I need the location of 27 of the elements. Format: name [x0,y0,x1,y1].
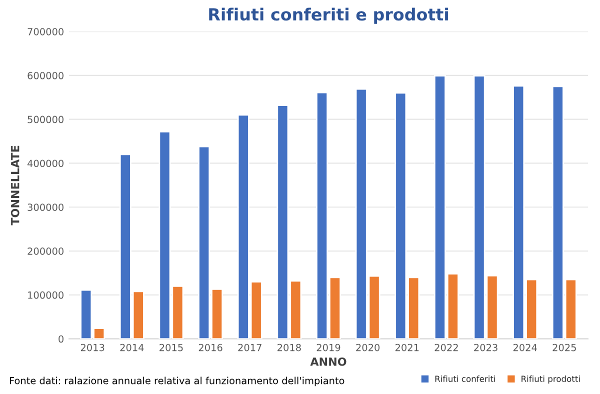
y-axis-title: TONNELLATE [10,146,20,226]
y-tick-label: 0 [58,335,64,343]
x-tick-label: 2022 [434,344,458,352]
x-tick-label: 2014 [120,344,144,352]
x-tick-label: 2024 [513,344,537,352]
y-tick-label: 100000 [28,291,64,299]
y-tick-label: 600000 [28,72,64,80]
y-tick-label: 400000 [28,160,64,168]
x-tick-label: 2020 [356,344,380,352]
y-tick-label: 300000 [28,204,64,211]
x-tick-label: 2021 [395,344,419,352]
x-tick-label: 2019 [316,344,340,352]
chart-title: Rifiuti conferiti e prodotti [209,8,448,24]
x-axis-title: ANNO [310,357,346,366]
y-tick-label: 500000 [28,116,64,124]
legend-label: Rifiuti conferiti [435,376,495,382]
source-note: Fonte dati: ralazione annuale relativa al funzionamento dell'impianto [10,376,344,386]
x-tick-label: 2018 [278,344,301,352]
x-tick-label: 2025 [552,344,576,352]
y-tick-label: 200000 [28,248,64,255]
legend-label: Rifiuti prodotti [522,376,580,384]
x-tick-label: 2016 [198,344,222,352]
x-tick-label: 2017 [238,344,262,352]
y-tick-label: 700000 [28,28,64,36]
x-tick-label: 2013 [80,344,104,352]
x-tick-label: 2023 [474,344,498,352]
x-tick-label: 2015 [160,344,183,352]
